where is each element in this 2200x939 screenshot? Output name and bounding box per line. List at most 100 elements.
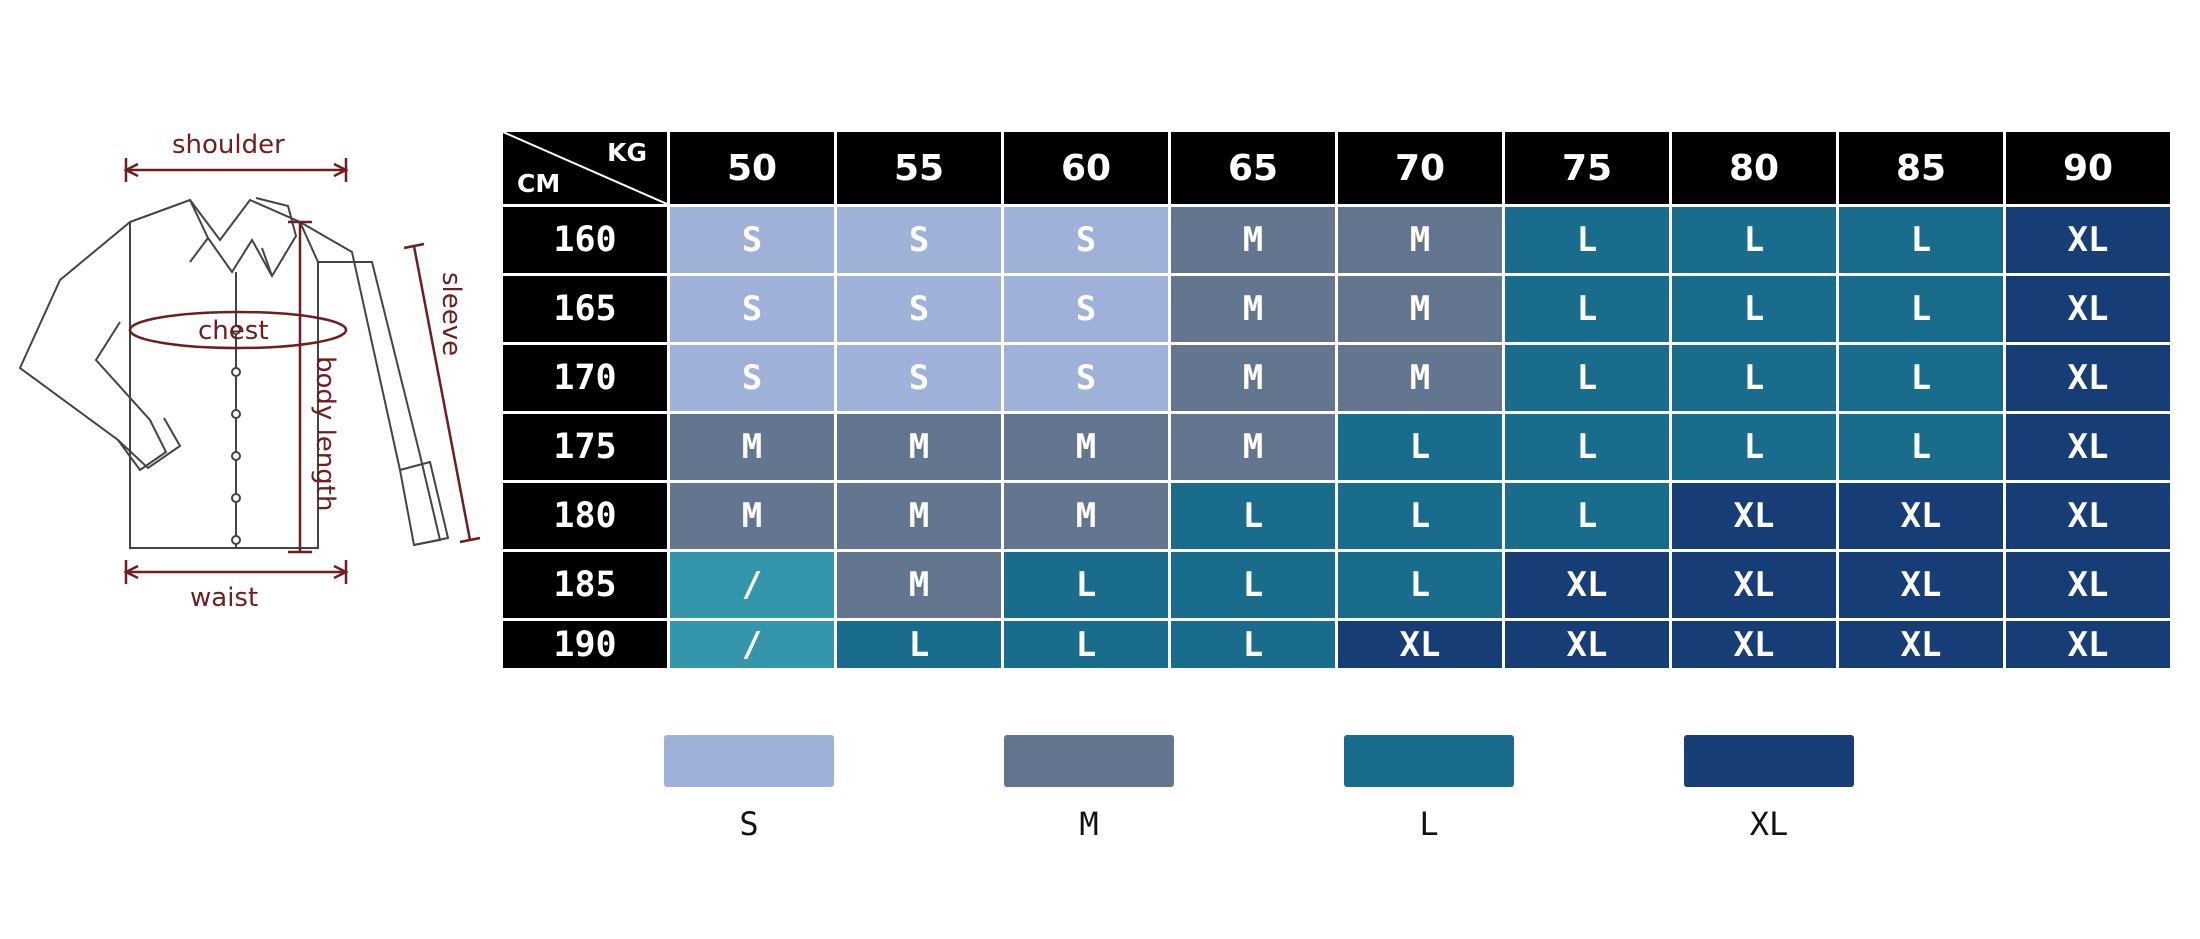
size-cell: XL bbox=[2003, 204, 2173, 276]
table-row: 190/L L L XL XL XL XL XL bbox=[500, 618, 2173, 671]
table-row: 170 S S S M M L L L XL bbox=[500, 342, 2173, 414]
size-cell: L bbox=[1168, 618, 1338, 671]
size-cell: M bbox=[1168, 342, 1338, 414]
size-cell: M bbox=[1335, 273, 1505, 345]
legend-item-s: S bbox=[664, 735, 834, 843]
weight-header: 60 bbox=[1001, 129, 1171, 207]
size-cell: M bbox=[667, 480, 837, 552]
height-header: 165 bbox=[500, 273, 670, 345]
size-cell: L bbox=[1502, 342, 1672, 414]
size-cell: L bbox=[1669, 411, 1839, 483]
table-row: 165 S S S M M L L L XL bbox=[500, 273, 2173, 345]
size-cell: S bbox=[667, 273, 837, 345]
size-cell: L bbox=[1669, 342, 1839, 414]
size-cell: L bbox=[1001, 618, 1171, 671]
size-cell: XL bbox=[2003, 618, 2173, 671]
size-cell: S bbox=[1001, 273, 1171, 345]
table-corner: KG CM bbox=[500, 129, 670, 207]
legend-label: M bbox=[1079, 805, 1099, 843]
size-cell: S bbox=[834, 273, 1004, 345]
legend-item-l: L bbox=[1344, 735, 1514, 843]
weight-header: 90 bbox=[2003, 129, 2173, 207]
weight-header: 50 bbox=[667, 129, 837, 207]
table-row: 180 M M M L L L XL XL XL bbox=[500, 480, 2173, 552]
size-cell: S bbox=[1001, 342, 1171, 414]
size-cell: S bbox=[834, 204, 1004, 276]
size-cell: M bbox=[1168, 273, 1338, 345]
size-cell: L bbox=[1168, 549, 1338, 621]
table-row: 175 M M M M L L L L XL bbox=[500, 411, 2173, 483]
size-cell: XL bbox=[1335, 618, 1505, 671]
size-cell: M bbox=[1001, 480, 1171, 552]
size-cell: L bbox=[1836, 342, 2006, 414]
legend-label: L bbox=[1419, 805, 1439, 843]
body-length-label: body length bbox=[310, 356, 340, 512]
size-cell: XL bbox=[1836, 549, 2006, 621]
size-cell: / bbox=[667, 618, 837, 671]
size-cell: L bbox=[1502, 411, 1672, 483]
size-cell: L bbox=[1502, 273, 1672, 345]
size-legend: S M L XL bbox=[664, 735, 1864, 845]
size-cell: L bbox=[1502, 204, 1672, 276]
weight-header: 75 bbox=[1502, 129, 1672, 207]
size-cell: XL bbox=[2003, 273, 2173, 345]
weight-header: 85 bbox=[1836, 129, 2006, 207]
size-cell: S bbox=[667, 204, 837, 276]
size-cell: S bbox=[667, 342, 837, 414]
shirt-icon bbox=[18, 158, 481, 584]
size-cell: L bbox=[1168, 480, 1338, 552]
size-cell: M bbox=[1335, 342, 1505, 414]
legend-swatch bbox=[1344, 735, 1514, 787]
weight-header: 55 bbox=[834, 129, 1004, 207]
weight-header: 70 bbox=[1335, 129, 1505, 207]
weight-header: 65 bbox=[1168, 129, 1338, 207]
size-cell: L bbox=[1335, 480, 1505, 552]
height-header: 190 bbox=[500, 618, 670, 671]
size-cell: L bbox=[1669, 204, 1839, 276]
legend-item-m: M bbox=[1004, 735, 1174, 843]
height-header: 185 bbox=[500, 549, 670, 621]
shoulder-label: shoulder bbox=[172, 130, 285, 160]
height-header: 160 bbox=[500, 204, 670, 276]
size-cell: L bbox=[1335, 549, 1505, 621]
legend-label: S bbox=[739, 805, 759, 843]
table-row: 185/M L L L XL XL XL XL bbox=[500, 549, 2173, 621]
weight-header: 80 bbox=[1669, 129, 1839, 207]
size-cell: / bbox=[667, 549, 837, 621]
size-chart-table: KG CM 50 55 60 65 70 75 80 85 90 160 S S S M… bbox=[500, 129, 2173, 671]
size-cell: XL bbox=[1502, 549, 1672, 621]
height-unit-label: CM bbox=[517, 169, 561, 198]
table-row: 160 S S S M M L L L XL bbox=[500, 204, 2173, 276]
size-cell: XL bbox=[1669, 480, 1839, 552]
size-cell: XL bbox=[1836, 618, 2006, 671]
corner-divider bbox=[504, 133, 666, 203]
size-cell: S bbox=[834, 342, 1004, 414]
chest-label: chest bbox=[198, 316, 269, 346]
size-cell: XL bbox=[2003, 411, 2173, 483]
size-cell: XL bbox=[1669, 618, 1839, 671]
weight-unit-label: KG bbox=[607, 138, 647, 167]
size-cell: M bbox=[834, 480, 1004, 552]
size-cell: L bbox=[1001, 549, 1171, 621]
size-cell: XL bbox=[2003, 480, 2173, 552]
size-cell: L bbox=[834, 618, 1004, 671]
size-cell: L bbox=[1836, 273, 2006, 345]
size-cell: S bbox=[1001, 204, 1171, 276]
legend-item-xl: XL bbox=[1684, 735, 1854, 843]
size-table-body: 160 S S S M M L L L XL 165 S S S M M L L L XL 170 S S S M M L L L XL 1… bbox=[500, 204, 2173, 671]
size-cell: M bbox=[834, 549, 1004, 621]
height-header: 180 bbox=[500, 480, 670, 552]
size-cell: M bbox=[1168, 204, 1338, 276]
sleeve-label: sleeve bbox=[436, 272, 466, 357]
size-cell: L bbox=[1836, 411, 2006, 483]
size-cell: XL bbox=[1669, 549, 1839, 621]
legend-swatch bbox=[1004, 735, 1174, 787]
size-cell: M bbox=[1335, 204, 1505, 276]
legend-swatch bbox=[1684, 735, 1854, 787]
size-cell: M bbox=[1001, 411, 1171, 483]
size-cell: L bbox=[1335, 411, 1505, 483]
size-cell: L bbox=[1836, 204, 2006, 276]
size-cell: XL bbox=[2003, 549, 2173, 621]
size-cell: L bbox=[1502, 480, 1672, 552]
height-header: 170 bbox=[500, 342, 670, 414]
